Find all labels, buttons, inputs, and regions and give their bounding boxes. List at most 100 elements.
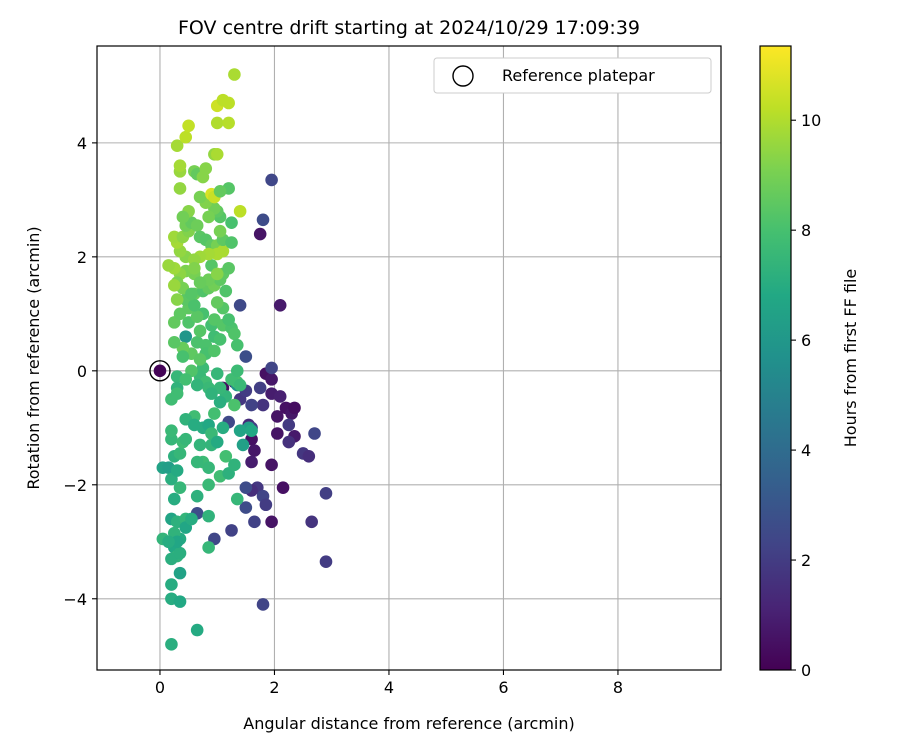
data-point (176, 210, 190, 224)
data-point (228, 398, 241, 412)
data-point (165, 393, 178, 406)
data-point (239, 481, 253, 494)
y-tick-label: −4 (63, 590, 87, 609)
y-tick-label: −2 (63, 476, 87, 495)
data-point (213, 224, 227, 238)
data-point (170, 139, 184, 153)
data-point (225, 236, 238, 249)
data-point (222, 116, 235, 130)
data-point (233, 378, 247, 392)
data-point (253, 381, 267, 395)
data-point (288, 401, 301, 415)
data-points (153, 68, 333, 651)
data-point (210, 147, 224, 161)
data-point (210, 435, 224, 449)
x-tick-label: 0 (155, 678, 165, 697)
x-tick-label: 2 (269, 678, 279, 697)
data-point (179, 330, 193, 343)
y-tick-label: 2 (77, 248, 87, 267)
data-point (213, 395, 227, 409)
data-point (239, 501, 253, 514)
data-point (179, 130, 193, 144)
plot-frame (96, 45, 722, 671)
x-axis-ticks: 0 2 4 6 8 (155, 670, 623, 697)
y-axis-ticks: −4 −2 0 2 4 (63, 134, 97, 609)
x-tick-label: 4 (384, 678, 394, 697)
reference-marker (149, 360, 171, 382)
data-point (173, 566, 187, 580)
data-point (305, 515, 318, 529)
data-point (202, 210, 215, 224)
data-point (190, 378, 204, 392)
data-point (265, 515, 278, 529)
data-point (273, 390, 287, 403)
data-point (173, 481, 187, 494)
data-point (193, 438, 207, 452)
data-point (202, 461, 215, 474)
grid-lines (97, 46, 721, 670)
data-point (165, 638, 178, 651)
data-point (188, 418, 201, 432)
colorbar-label: Hours from first FF file (841, 269, 860, 448)
data-point (193, 324, 207, 338)
legend-open-circle-icon (452, 65, 474, 87)
data-point (233, 298, 247, 312)
data-point (170, 293, 184, 306)
data-point (179, 373, 193, 386)
colorbar-tick-label: 0 (801, 661, 811, 680)
data-point (173, 159, 187, 172)
data-point (265, 373, 278, 386)
data-point (210, 296, 224, 309)
y-tick-label: 0 (77, 362, 87, 381)
data-point (216, 244, 230, 258)
data-point (245, 398, 258, 412)
data-point (167, 336, 181, 349)
data-point (162, 259, 175, 272)
data-point (259, 498, 273, 512)
data-point (210, 116, 224, 130)
data-point (193, 276, 207, 289)
data-point (179, 432, 193, 446)
legend: Reference platepar (433, 57, 712, 94)
data-point (185, 287, 198, 301)
data-point (236, 438, 250, 452)
data-point (185, 512, 198, 526)
data-point (173, 447, 187, 460)
data-point (222, 261, 235, 275)
data-point (162, 535, 175, 549)
data-point (319, 555, 333, 569)
data-point (219, 450, 233, 463)
data-point (248, 444, 261, 457)
data-point (302, 450, 316, 463)
colorbar-frame (759, 45, 792, 671)
data-point (265, 458, 278, 472)
y-axis-label: Rotation from reference (arcmin) (24, 226, 43, 489)
data-point (271, 427, 284, 440)
data-point (190, 489, 204, 503)
data-point (167, 279, 181, 292)
data-point (319, 487, 333, 500)
data-point (233, 204, 247, 218)
colorbar-tick-label: 2 (801, 551, 811, 570)
data-point (173, 595, 187, 608)
data-point (173, 546, 187, 560)
data-point (199, 162, 213, 175)
data-point (202, 478, 215, 492)
data-point (173, 182, 187, 195)
data-point (230, 338, 244, 352)
data-point (222, 313, 235, 326)
data-point (239, 350, 253, 363)
data-point (271, 410, 284, 423)
data-point (202, 541, 215, 554)
data-point (233, 424, 247, 437)
data-point (170, 464, 184, 477)
data-point (167, 492, 181, 506)
data-point (245, 455, 258, 469)
data-point (222, 96, 235, 110)
data-point (188, 261, 201, 275)
data-point (256, 213, 270, 227)
reference-platepar-marker (149, 360, 171, 382)
data-point (273, 298, 287, 312)
legend-label: Reference platepar (502, 66, 655, 85)
